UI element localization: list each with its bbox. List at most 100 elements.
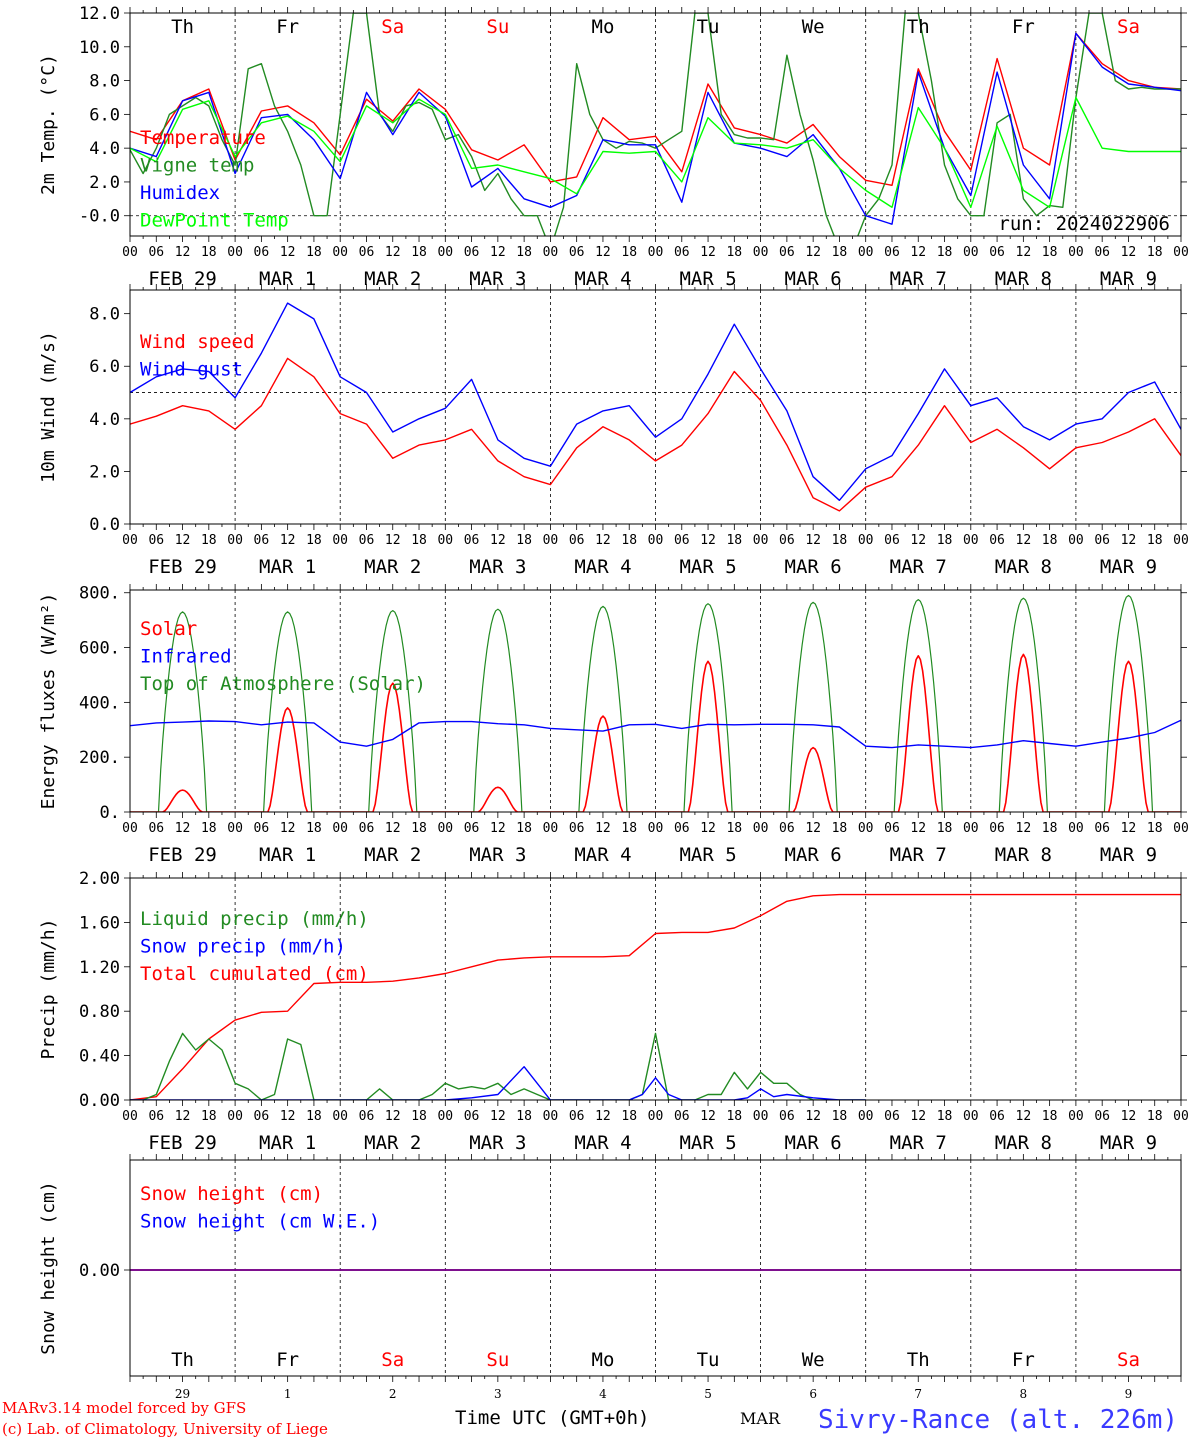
weekday-label: Tu	[697, 1349, 720, 1371]
hour-tick-label: 18	[1042, 245, 1058, 260]
hour-tick-label: 12	[175, 821, 191, 836]
hour-tick-label: 18	[726, 245, 742, 260]
date-label: FEB 29	[148, 1132, 217, 1154]
hour-tick-label: 00	[648, 245, 664, 260]
hour-tick-label: 18	[937, 1109, 953, 1124]
y-tick-label: 0.00	[79, 1261, 120, 1281]
series-line-solar	[130, 653, 1181, 812]
panel-3: 0. 200. 400. 600. 800. Energy fluxes (W/m²) So…	[38, 584, 1189, 866]
hour-tick-label: 12	[910, 533, 926, 548]
hour-tick-label: 00	[437, 821, 453, 836]
hour-tick-label: 18	[1147, 821, 1163, 836]
hour-tick-label: 18	[201, 821, 217, 836]
hour-tick-label: 12	[1121, 533, 1137, 548]
series-line-dewpoint-temp	[130, 96, 1181, 209]
y-tick-label: 600.	[79, 639, 120, 659]
hour-tick-label: 12	[595, 1109, 611, 1124]
hour-tick-label: 12	[1016, 533, 1032, 548]
date-label: MAR 2	[364, 556, 421, 578]
hour-tick-label: 00	[1173, 245, 1189, 260]
hour-tick-label: 06	[254, 821, 270, 836]
day-number-label: 5	[704, 1387, 712, 1401]
date-label: MAR 7	[890, 268, 947, 290]
legend-entry: Humidex	[140, 182, 220, 204]
hour-tick-label: 06	[884, 1109, 900, 1124]
x-axis-label: Time UTC (GMT+0h)	[455, 1407, 649, 1429]
hour-tick-label: 06	[1094, 245, 1110, 260]
run-label: run: 2024022906	[998, 213, 1170, 235]
series-line-wind-gust	[130, 302, 1181, 501]
hour-tick-label: 18	[411, 1109, 427, 1124]
hour-tick-label: 06	[1094, 1109, 1110, 1124]
panel-5: 0.00 Snow height (cm) Snow height (cm) Snow…	[38, 1154, 1182, 1401]
hour-tick-label: 00	[122, 1109, 138, 1124]
date-label: MAR 7	[890, 556, 947, 578]
y-tick-label: 10.0	[79, 38, 120, 58]
y-axis-label: 2m Temp. (°C)	[38, 54, 59, 195]
hour-tick-label: 06	[464, 533, 480, 548]
hour-tick-label: 18	[516, 245, 532, 260]
weekday-label: Su	[486, 16, 509, 38]
panel-2: 0.0 2.0 4.0 6.0 8.0 10m Wind (m/s) Wind speed W…	[38, 284, 1189, 578]
hour-tick-label: 18	[306, 533, 322, 548]
hour-tick-label: 12	[175, 1109, 191, 1124]
hour-tick-label: 12	[595, 821, 611, 836]
hour-tick-label: 18	[621, 533, 637, 548]
day-number-label: 1	[284, 1387, 292, 1401]
hour-tick-label: 06	[779, 533, 795, 548]
hour-tick-label: 06	[148, 533, 164, 548]
hour-tick-label: 06	[359, 245, 375, 260]
hour-tick-label: 18	[306, 245, 322, 260]
weekday-label: Th	[171, 16, 194, 38]
legend-entry: Wind speed	[140, 331, 254, 353]
hour-tick-label: 00	[227, 533, 243, 548]
series-group	[130, 13, 1181, 236]
hour-tick-label: 00	[122, 533, 138, 548]
hour-tick-label: 06	[884, 821, 900, 836]
date-label: MAR 3	[469, 844, 526, 866]
hour-tick-label: 06	[148, 245, 164, 260]
hour-tick-label: 06	[674, 533, 690, 548]
weekday-label: Fr	[1012, 16, 1035, 38]
weekday-label: We	[802, 16, 825, 38]
weekday-label: Fr	[1012, 1349, 1035, 1371]
hour-tick-label: 18	[937, 245, 953, 260]
day-number-label: 9	[1125, 1387, 1133, 1401]
hour-tick-label: 00	[332, 245, 348, 260]
series-group	[130, 594, 1181, 812]
y-tick-label: 1.20	[79, 958, 120, 978]
y-tick-label: 4.0	[89, 139, 120, 159]
hour-tick-label: 06	[254, 1109, 270, 1124]
y-tick-label: 0.00	[79, 1091, 120, 1111]
hour-tick-label: 00	[543, 821, 559, 836]
date-label: MAR 9	[1100, 844, 1157, 866]
hour-tick-label: 00	[858, 1109, 874, 1124]
hour-tick-label: 06	[884, 245, 900, 260]
hour-tick-label: 00	[1173, 533, 1189, 548]
date-label: FEB 29	[148, 556, 217, 578]
date-label: MAR 4	[574, 268, 631, 290]
hour-tick-label: 18	[306, 821, 322, 836]
date-label: MAR 6	[785, 268, 842, 290]
hour-tick-label: 12	[280, 533, 296, 548]
hour-tick-label: 12	[805, 821, 821, 836]
hour-tick-label: 06	[569, 245, 585, 260]
hour-tick-label: 18	[1042, 533, 1058, 548]
legend-entry: Snow height (cm)	[140, 1183, 323, 1205]
hour-tick-label: 18	[1147, 1109, 1163, 1124]
hour-tick-label: 12	[805, 1109, 821, 1124]
model-credit: MARv3.14 model forced by GFS	[2, 1399, 246, 1417]
footer: MARv3.14 model forced by GFS (c) Lab. of…	[2, 1399, 1178, 1438]
date-label: MAR 8	[995, 1132, 1052, 1154]
y-tick-label: 1.60	[79, 913, 120, 933]
hour-tick-label: 12	[1121, 821, 1137, 836]
weekday-label: Th	[907, 16, 930, 38]
hour-tick-label: 12	[385, 1109, 401, 1124]
day-number-label: 2	[389, 1387, 397, 1401]
series-group	[130, 302, 1181, 512]
panel-frame	[129, 12, 1182, 237]
date-label: MAR 5	[679, 268, 736, 290]
y-tick-label: 400.	[79, 693, 120, 713]
hour-tick-label: 18	[1042, 1109, 1058, 1124]
date-label: MAR 2	[364, 268, 421, 290]
